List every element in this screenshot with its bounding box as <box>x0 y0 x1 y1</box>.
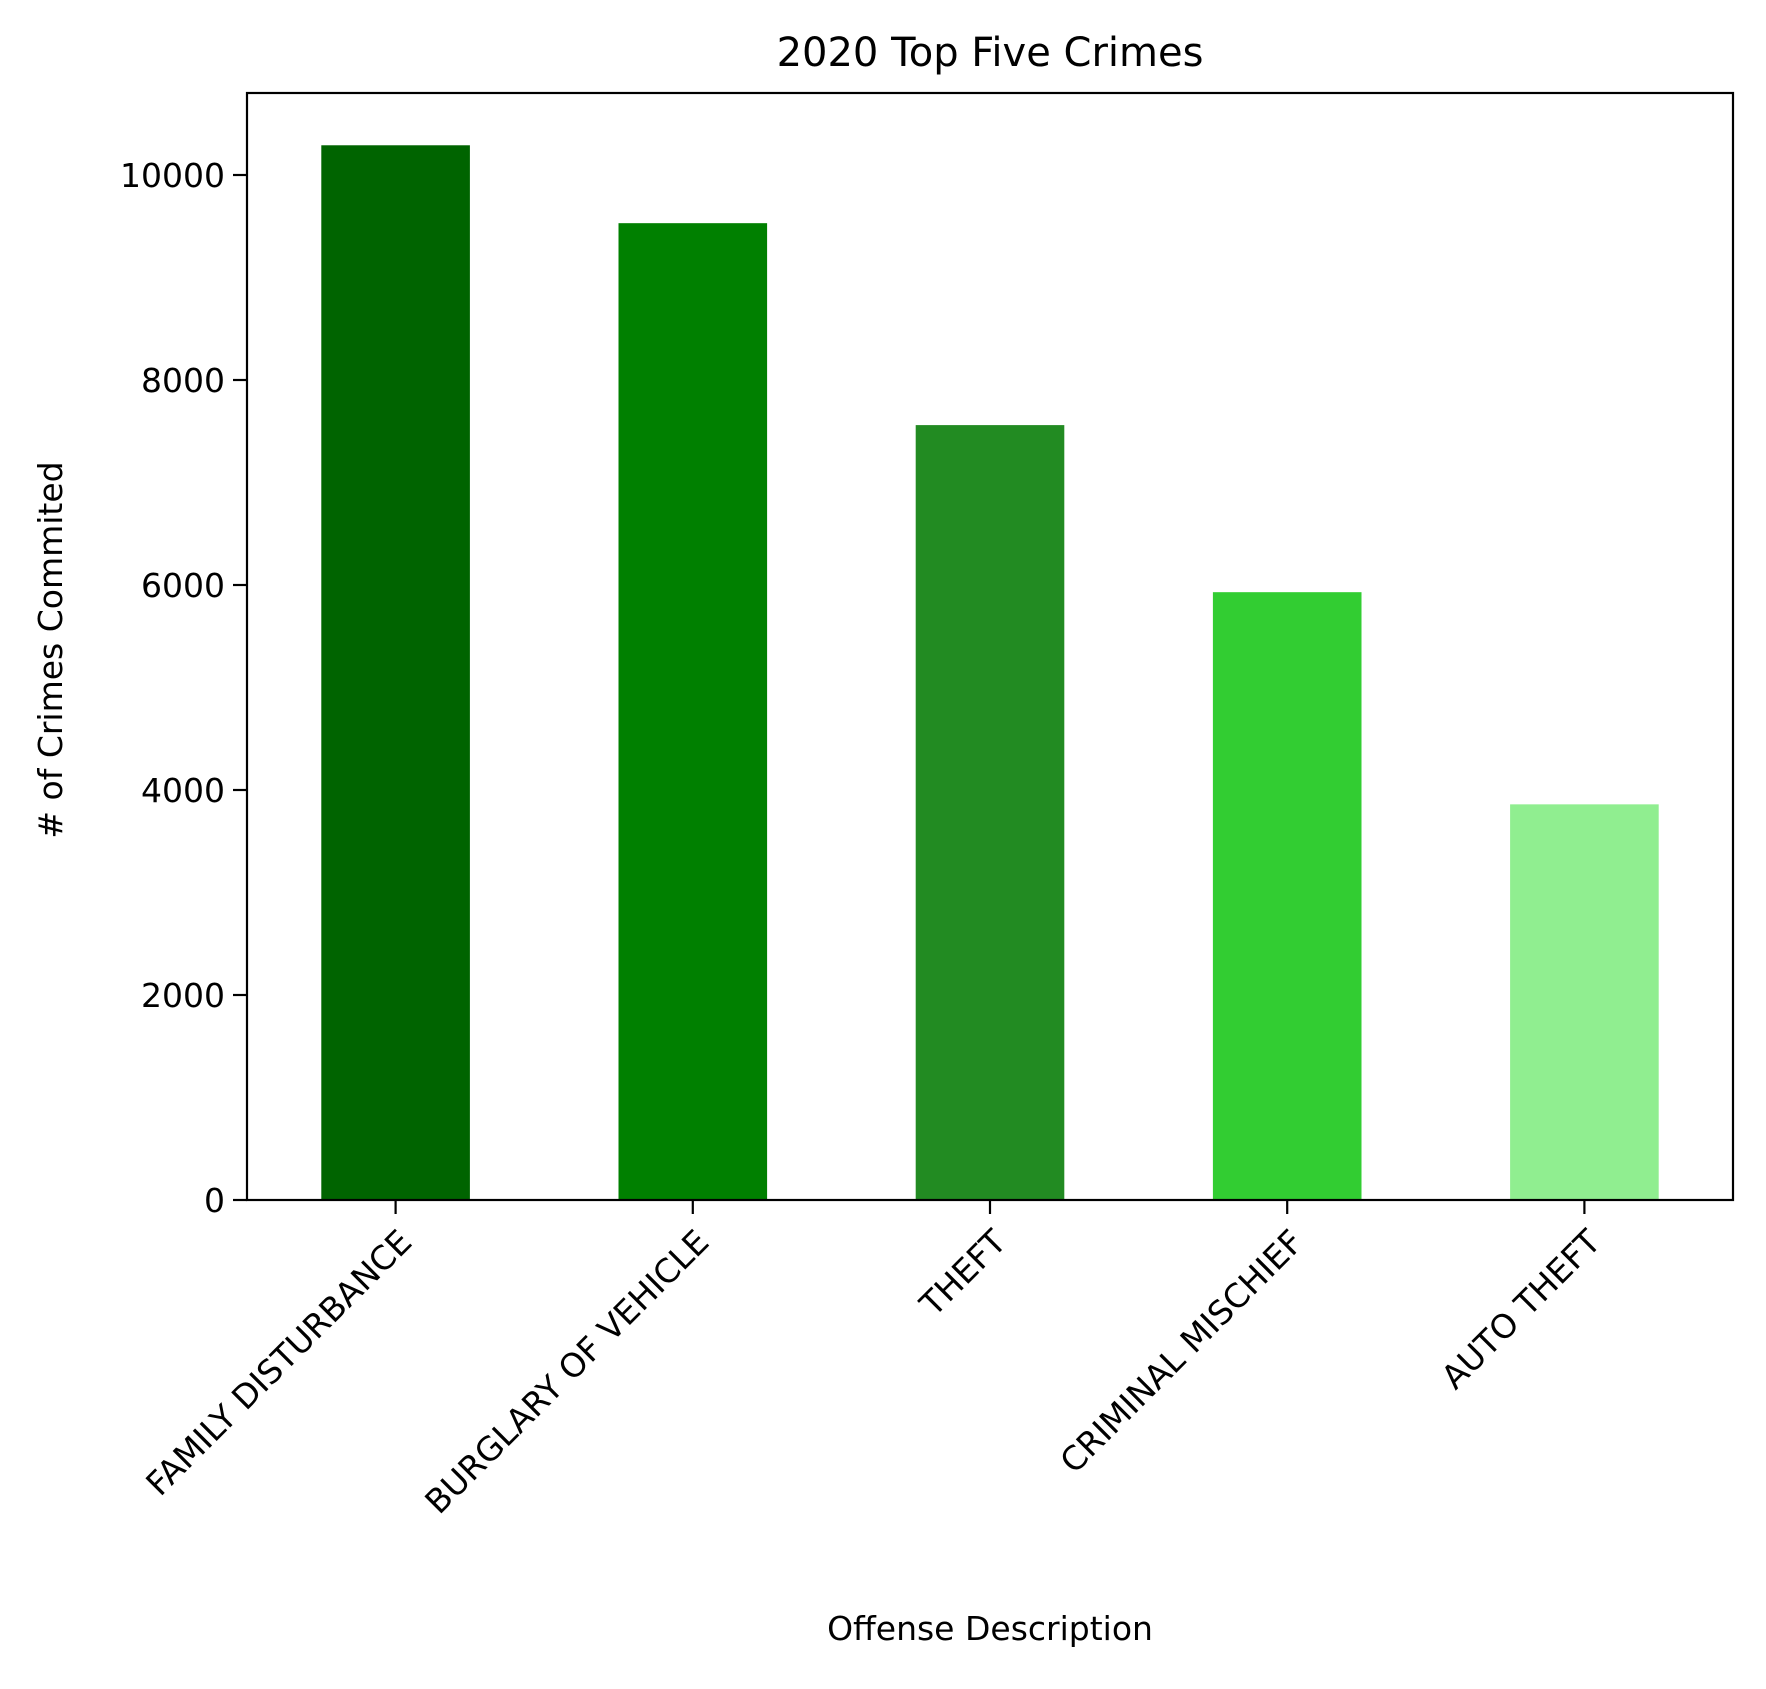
y-axis-label: # of Crimes Commited <box>31 461 70 838</box>
bar-auto-theft <box>1510 804 1659 1200</box>
y-tick-label: 2000 <box>141 976 225 1015</box>
bar-family-disturbance <box>321 145 470 1200</box>
x-tick-label: FAMILY DISTURBANCE <box>138 1222 419 1503</box>
y-tick-label: 10000 <box>120 156 225 195</box>
bar-theft <box>915 425 1065 1201</box>
bar-criminal-mischief <box>1212 592 1362 1200</box>
x-tick-label: BURGLARY OF VEHICLE <box>417 1222 716 1521</box>
chart-title: 2020 Top Five Crimes <box>777 30 1204 76</box>
x-tick-label: THEFT <box>912 1221 1015 1324</box>
y-tick-label: 4000 <box>141 771 225 810</box>
x-tick-label: AUTO THEFT <box>1434 1221 1609 1396</box>
bars-group <box>321 145 1659 1201</box>
x-tick-label: CRIMINAL MISCHIEF <box>1052 1222 1311 1481</box>
plot-frame <box>245 91 1735 1202</box>
x-axis-label: Offense Description <box>827 1609 1153 1648</box>
y-tick-label: 6000 <box>141 566 225 605</box>
y-tick-label: 0 <box>204 1181 225 1220</box>
y-axis-ticks: 0 2000 4000 6000 8000 10000 <box>120 156 247 1220</box>
bar-burglary-of-vehicle <box>618 223 768 1201</box>
y-tick-label: 8000 <box>141 361 225 400</box>
